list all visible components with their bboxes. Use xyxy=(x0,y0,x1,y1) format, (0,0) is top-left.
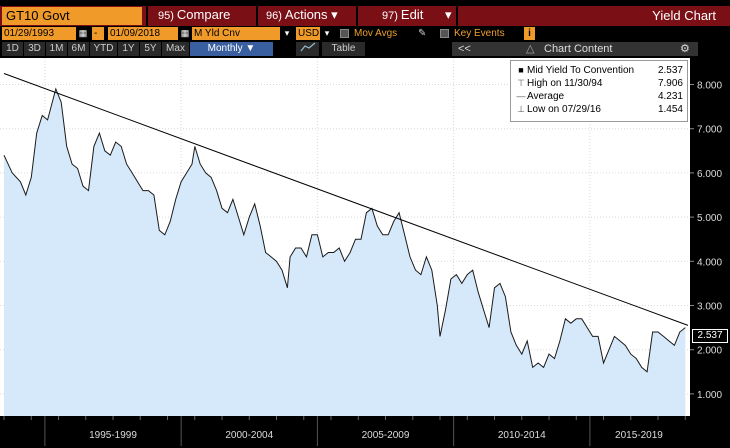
trendline xyxy=(3,72,689,326)
legend-name: Mid Yield To Convention xyxy=(527,65,635,76)
series-area xyxy=(4,88,686,417)
actions-menu[interactable]: 96) Actions ▾ xyxy=(266,7,338,25)
chart-type-icon[interactable] xyxy=(296,42,320,56)
y-tick-label: 4.000 xyxy=(697,257,722,268)
collapse-button[interactable]: << xyxy=(458,43,471,55)
x-tick-label: 2010-2014 xyxy=(498,430,546,441)
legend: ■ Mid Yield To Convention 2.537 ⊤ High on 1… xyxy=(510,60,688,122)
legend-value: 2.537 xyxy=(657,65,683,76)
y-tick-label: 1.000 xyxy=(697,390,722,401)
period-max[interactable]: Max xyxy=(162,42,190,56)
legend-symbol: ⊤ xyxy=(517,78,525,88)
window-title: Yield Chart xyxy=(652,8,716,23)
last-value-marker: 2.537 xyxy=(692,329,728,343)
menu-number: 95) xyxy=(158,10,174,22)
menu-number: 97) xyxy=(382,10,398,22)
y-axis: 1.000 2.000 3.000 4.000 5.000 6.000 7.000 8.000 xyxy=(690,81,722,401)
x-axis-panel xyxy=(0,416,690,448)
y-tick-label: 5.000 xyxy=(697,213,722,224)
y-axis-panel xyxy=(690,58,730,416)
edit-menu[interactable]: 97) Edit xyxy=(382,7,423,25)
period-1y[interactable]: 1Y xyxy=(118,42,140,56)
title-bar: GT10 Govt 95) Compare 96) Actions ▾ 97) Edi… xyxy=(0,6,730,26)
compare-menu[interactable]: 95) Compare xyxy=(158,7,230,25)
separator xyxy=(146,6,148,26)
chart-content-bar: << △ Chart Content ⚙ xyxy=(452,42,698,56)
legend-symbol: ■ xyxy=(518,65,524,75)
x-tick-label: 1995-1999 xyxy=(89,430,137,441)
y-tick-label: 6.000 xyxy=(697,169,722,180)
legend-row: ⊤ High on 11/30/94 7.906 xyxy=(515,77,683,90)
menu-number: 96) xyxy=(266,10,282,22)
x-tick-label: 2005-2009 xyxy=(362,430,410,441)
legend-value: 4.231 xyxy=(657,91,683,102)
x-tick-label: 2015-2019 xyxy=(615,430,663,441)
legend-value: 7.906 xyxy=(657,78,683,89)
date-range-separator: - xyxy=(92,27,104,40)
legend-row: ■ Mid Yield To Convention 2.537 xyxy=(515,64,683,77)
period-3d[interactable]: 3D xyxy=(24,42,46,56)
frequency-select[interactable]: Monthly ▼ xyxy=(190,42,274,56)
table-button[interactable]: Table xyxy=(322,42,366,56)
y-tick-label: 3.000 xyxy=(697,302,722,313)
line-chart-icon xyxy=(300,42,315,52)
menu-label: Compare xyxy=(176,7,231,22)
pencil-icon[interactable]: ✎ xyxy=(418,28,427,39)
chart-content-button[interactable]: Chart Content xyxy=(544,43,613,55)
gear-icon[interactable]: ⚙ xyxy=(680,43,690,55)
field-select[interactable]: M Yld Cnv xyxy=(192,27,280,40)
x-tick-label: 2000-2004 xyxy=(225,430,273,441)
period-6m[interactable]: 6M xyxy=(68,42,90,56)
key-events-checkbox[interactable] xyxy=(440,29,449,38)
calendar-icon[interactable]: ▦ xyxy=(180,28,190,38)
chevron-down-icon[interactable]: ▾ xyxy=(324,28,330,38)
legend-name: Average xyxy=(527,91,565,102)
legend-value: 1.454 xyxy=(657,104,683,115)
period-1m[interactable]: 1M xyxy=(46,42,68,56)
separator xyxy=(356,6,358,26)
chevron-down-icon[interactable]: ▾ xyxy=(284,28,290,38)
y-tick-label: 2.000 xyxy=(697,346,722,357)
period-5y[interactable]: 5Y xyxy=(140,42,162,56)
separator xyxy=(256,6,258,26)
x-axis: 1995-1999 2000-2004 2005-2009 2010-2014 2015… xyxy=(3,416,686,446)
start-date-input[interactable]: 01/29/1993 xyxy=(2,27,76,40)
key-events-label: Key Events xyxy=(454,28,505,39)
legend-row: — Average 4.231 xyxy=(515,90,684,103)
legend-symbol: — xyxy=(516,91,526,101)
period-ytd[interactable]: YTD xyxy=(90,42,118,56)
mov-avgs-label: Mov Avgs xyxy=(354,28,398,39)
currency-select[interactable]: USD xyxy=(296,27,320,40)
menu-label: Edit xyxy=(400,7,424,22)
menu-label: Actions ▾ xyxy=(284,7,338,22)
legend-symbol: ⊥ xyxy=(517,104,525,114)
controls-row: 01/29/1993 ▦ - 01/09/2018 ▦ M Yld Cnv ▾ … xyxy=(0,26,730,41)
chart-content-icon: △ xyxy=(526,43,535,55)
y-tick-label: 7.000 xyxy=(697,125,722,136)
info-button[interactable]: i xyxy=(524,27,535,40)
legend-row: ⊥ Low on 07/29/16 1.454 xyxy=(515,103,683,116)
end-date-input[interactable]: 01/09/2018 xyxy=(108,27,178,40)
mov-avgs-checkbox[interactable] xyxy=(340,29,349,38)
calendar-icon[interactable]: ▦ xyxy=(78,28,88,38)
edit-dropdown-icon[interactable]: ▾ xyxy=(445,7,452,22)
legend-name: High on 11/30/94 xyxy=(527,78,603,89)
toolbar: 1D 3D 1M 6M YTD 1Y 5Y Max Monthly ▼ Tabl… xyxy=(0,42,730,56)
series-line xyxy=(3,87,686,373)
period-1d[interactable]: 1D xyxy=(2,42,24,56)
ticker-field[interactable]: GT10 Govt xyxy=(2,7,142,25)
y-tick-label: 8.000 xyxy=(697,81,722,92)
separator xyxy=(456,6,458,26)
legend-name: Low on 07/29/16 xyxy=(527,104,601,115)
